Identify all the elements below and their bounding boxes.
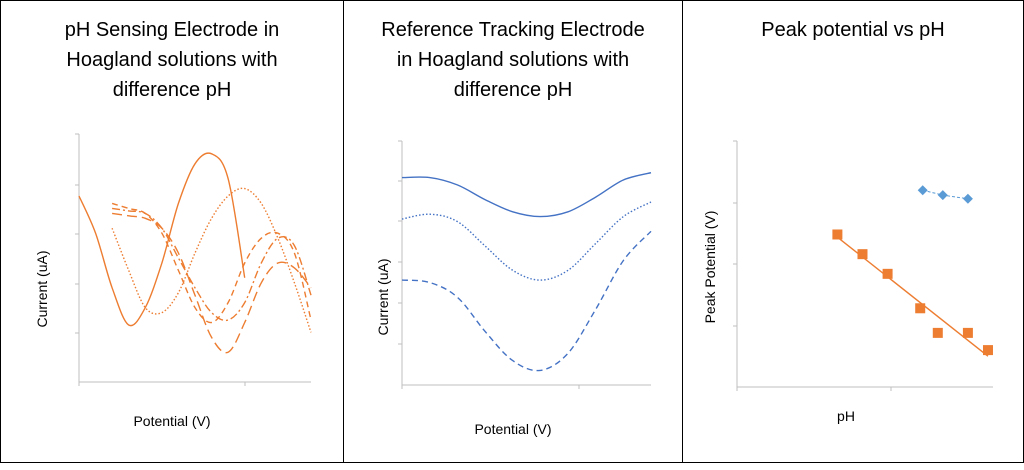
series-line-1: [78, 152, 246, 327]
y-axis-label: Current (uA): [34, 250, 50, 328]
series-line-2: [111, 187, 312, 333]
x-axis-label: Potential (V): [474, 421, 552, 437]
chart-plot: [733, 140, 993, 391]
series-line-4: [112, 207, 312, 322]
x-axis-label: pH: [837, 408, 855, 424]
data-point-square: [915, 303, 926, 314]
series-line-1: [401, 172, 652, 218]
chart-plot: [398, 140, 652, 389]
chart-title: pH Sensing Electrode in Hoagland solutio…: [64, 19, 280, 101]
y-axis-label: Current (uA): [375, 258, 391, 336]
data-point-square: [962, 327, 973, 338]
series-line-2: [401, 201, 652, 281]
data-point-diamond: [937, 190, 948, 201]
data-point-diamond: [917, 185, 928, 196]
data-point-square: [832, 229, 843, 240]
series-line-3: [401, 230, 652, 372]
chart-panel-peak-potential: Peak potential vs pH pH Peak Potential (…: [682, 0, 1024, 463]
series-line-3: [111, 202, 312, 324]
data-point-square: [857, 249, 868, 260]
data-point-square: [882, 268, 893, 279]
chart-panel-reference-tracking: Reference Tracking Electrode in Hoagland…: [343, 0, 683, 463]
chart-panel-ph-sensing: pH Sensing Electrode in Hoagland solutio…: [0, 0, 344, 463]
chart-plot: [75, 133, 312, 386]
y-axis-label: Peak Potential (V): [702, 210, 718, 324]
x-axis-label: Potential (V): [133, 413, 211, 429]
chart-title: Peak potential vs pH: [761, 19, 945, 41]
data-point-diamond: [962, 193, 973, 204]
series-line-5: [112, 212, 312, 354]
chart-title: Reference Tracking Electrode in Hoagland…: [381, 19, 645, 101]
data-point-square: [932, 327, 943, 338]
data-point-square: [982, 345, 993, 356]
